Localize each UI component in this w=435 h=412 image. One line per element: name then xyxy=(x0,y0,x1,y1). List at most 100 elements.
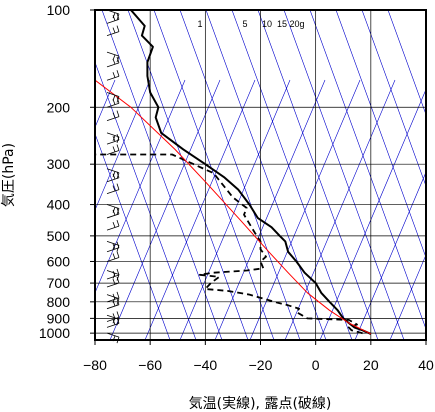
wind-barb xyxy=(106,204,120,215)
wind-barb xyxy=(106,294,120,305)
wind-barb xyxy=(106,25,120,36)
y-axis-title: 気圧(hPa) xyxy=(1,143,17,207)
wind-barb-flag xyxy=(112,112,116,119)
dry-adiabat-line xyxy=(153,10,275,340)
mixing-ratio-label: 1 xyxy=(197,19,202,29)
wind-barb-flag xyxy=(116,172,120,179)
wind-barb-flag xyxy=(112,173,116,180)
wind-barb-flag xyxy=(112,319,116,325)
wind-barb-flag xyxy=(116,70,120,77)
wind-barb xyxy=(106,220,120,231)
isotherm-line xyxy=(95,79,186,294)
wind-barb xyxy=(106,314,120,326)
dry-adiabat-line xyxy=(257,10,379,340)
wind-barb-flag xyxy=(112,207,116,213)
wind-barb xyxy=(106,270,120,281)
x-tick-label: −80 xyxy=(83,357,107,373)
x-axis-title: 気温(実線), 露点(破線) xyxy=(189,396,332,412)
wind-barb xyxy=(106,51,120,63)
dry-adiabat-line xyxy=(335,10,426,259)
y-tick-label: 200 xyxy=(47,99,71,115)
isotherm-line xyxy=(214,79,326,340)
wind-barb-staff xyxy=(106,92,120,97)
wind-barb-flag xyxy=(112,317,116,324)
wind-barb xyxy=(106,251,120,262)
wind-barb-flag xyxy=(112,270,116,277)
wind-barb-flag xyxy=(116,245,120,252)
wind-barb-flag xyxy=(112,12,116,19)
isotherm-line xyxy=(95,79,116,129)
x-tick-label: −40 xyxy=(193,357,217,373)
wind-barb-staff xyxy=(106,51,120,57)
y-tick-label: 500 xyxy=(47,228,71,244)
wind-barb-flag xyxy=(112,273,116,279)
wind-barb xyxy=(106,240,120,252)
wind-barb-staff xyxy=(106,304,120,310)
wind-barb-flag xyxy=(112,222,116,228)
dry-adiabat-line xyxy=(101,10,223,340)
mixing-ratio-label: 15 xyxy=(277,19,287,29)
wind-barb xyxy=(106,183,120,194)
wind-barb-staff xyxy=(106,62,120,68)
mixing-ratio-label: 10 xyxy=(262,19,272,29)
x-tick-label: −20 xyxy=(249,357,273,373)
dewpoint-line xyxy=(95,153,363,335)
wind-barb-staff xyxy=(106,31,120,36)
parcel-line xyxy=(95,79,372,335)
wind-barb-staff xyxy=(106,282,120,288)
wind-barb-flag xyxy=(116,220,120,227)
wind-barb-staff xyxy=(106,213,120,219)
isotherm-line xyxy=(95,79,151,211)
wind-barb-flag xyxy=(116,251,120,258)
mixing-ratio-label: 20g xyxy=(289,19,304,29)
wind-barb-flag xyxy=(112,27,116,34)
wind-barb-flag xyxy=(116,319,120,326)
wind-barb-flag xyxy=(116,183,120,190)
wind-barb-flag xyxy=(116,96,120,103)
dry-adiabat-line xyxy=(205,10,327,340)
wind-barb xyxy=(106,110,120,122)
wind-barb-flag xyxy=(116,208,120,215)
dry-adiabat-line xyxy=(361,10,426,187)
y-tick-label: 700 xyxy=(47,275,71,291)
x-tick-label: 0 xyxy=(312,357,320,373)
wind-barb-flag xyxy=(116,291,120,298)
y-tick-label: 600 xyxy=(47,253,71,269)
y-tick-label: 1000 xyxy=(39,325,70,341)
wind-barb-flag xyxy=(112,72,116,78)
dry-adiabat-line xyxy=(283,10,405,340)
temperature-line xyxy=(130,10,372,335)
wind-barb-staff xyxy=(106,317,120,322)
isotherm-line xyxy=(389,254,426,340)
dry-adiabat-lines xyxy=(95,10,426,340)
wind-barb xyxy=(106,70,120,81)
wind-barb-staff xyxy=(106,132,120,138)
isotherm-line xyxy=(354,171,426,340)
wind-barb-staff xyxy=(106,18,120,24)
wind-barb-staff xyxy=(106,116,120,122)
wind-barb xyxy=(106,332,120,344)
y-tick-label: 900 xyxy=(47,310,71,326)
wind-barb-flag xyxy=(112,278,116,285)
wind-barb-flag xyxy=(116,274,120,281)
x-tick-label: 20 xyxy=(363,357,379,373)
isotherm-lines xyxy=(95,79,426,340)
wind-barb-staff xyxy=(106,225,120,231)
wind-barb xyxy=(106,168,120,179)
wind-barb-flag xyxy=(116,298,120,305)
dry-adiabat-line xyxy=(179,10,301,340)
wind-barb-flag xyxy=(116,55,120,63)
wind-barb-staff xyxy=(106,257,120,262)
wind-barb-flag xyxy=(116,110,120,117)
y-tick-label: 100 xyxy=(47,2,71,18)
wind-barb-flag xyxy=(116,311,120,318)
wind-barb-staff xyxy=(106,274,120,280)
wind-barb-staff xyxy=(106,139,120,145)
wind-barb-staff xyxy=(106,240,120,246)
wind-barb-flag xyxy=(116,13,120,21)
wind-barb-flag xyxy=(116,144,120,151)
wind-barb-staff xyxy=(106,150,120,155)
wind-barb-staff xyxy=(106,297,120,303)
